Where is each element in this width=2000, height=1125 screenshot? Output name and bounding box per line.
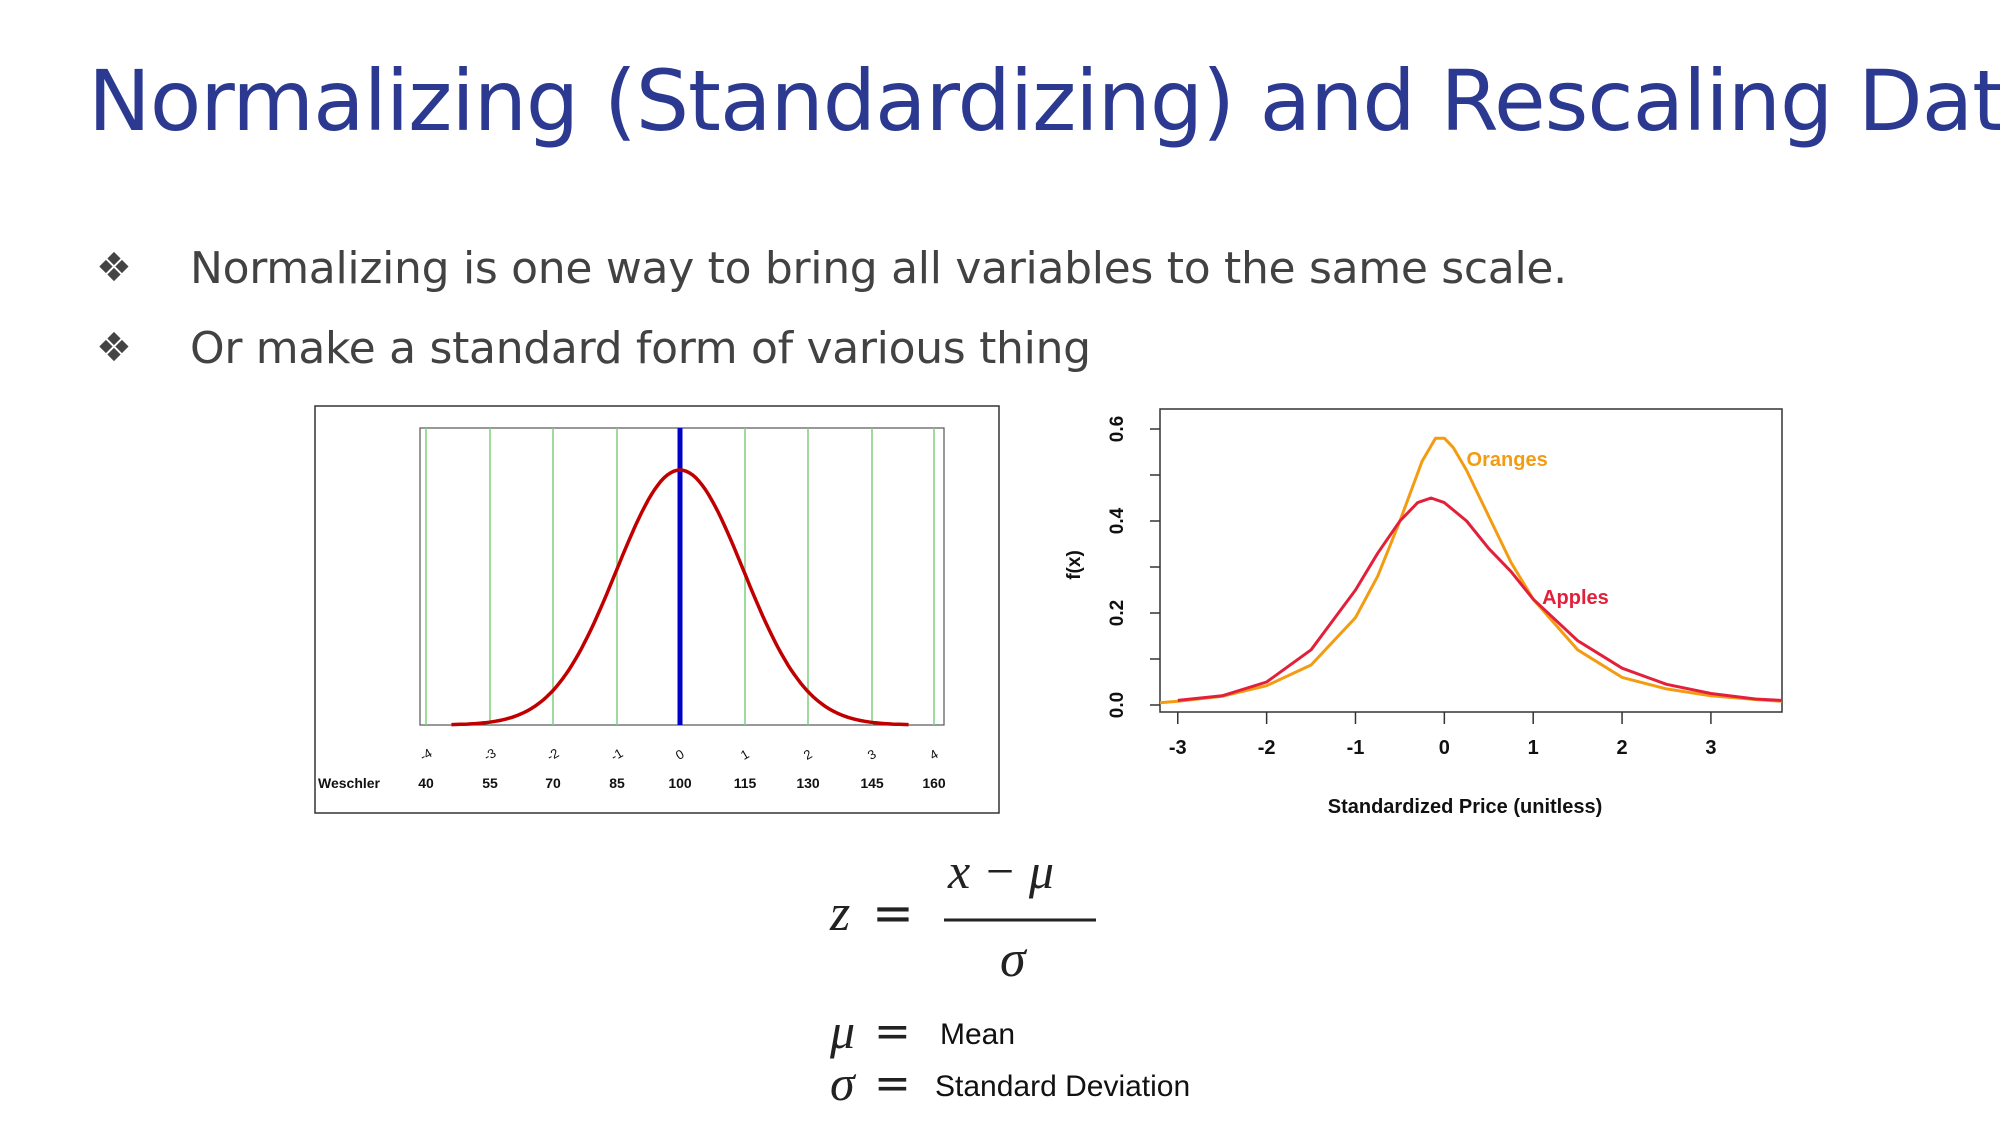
y-tick-label: 0.4 [1107, 507, 1128, 534]
x-tick-label: 55 [482, 775, 498, 791]
x-tick-label: 160 [922, 775, 946, 791]
mean-symbol: μ [829, 1003, 855, 1059]
diamond-bullet-icon: ❖ [96, 245, 132, 291]
series-label-apples: Apples [1542, 587, 1609, 609]
x-tick-label: 115 [734, 775, 757, 791]
y-tick-label: 0.6 [1107, 416, 1128, 442]
x-tick-label: 70 [545, 775, 561, 791]
series-label-oranges: Oranges [1467, 449, 1548, 471]
bullet-text: Normalizing is one way to bring all vari… [190, 242, 1567, 294]
sigma-equals: = [874, 1058, 911, 1109]
bullet-text: Or make a standard form of various thing [190, 322, 1091, 374]
sigma-symbol: σ [830, 1055, 857, 1111]
bullet-item: ❖ Normalizing is one way to bring all va… [96, 228, 1567, 308]
x-tick-labels: 40 55 70 85 100 115 130 145 160 [418, 775, 946, 791]
series-line-oranges [1159, 436, 1783, 705]
x-axis-label: Standardized Price (unitless) [1328, 796, 1603, 818]
normal-curve [451, 468, 909, 727]
x-tick-label: 1 [1528, 737, 1539, 759]
diamond-bullet-icon: ❖ [96, 325, 132, 371]
price-density-chart: -3 -2 -1 0 1 2 3 0.0 0.2 0.4 0.6 Oranges Apples Sta… [1064, 408, 1783, 818]
normal-curve-chart: -4 -3 -2 -1 0 1 2 3 4 Weschler 40 55 70 85 100 115 130… [314, 405, 1000, 814]
series-labels: Oranges Apples [1467, 449, 1609, 609]
y-tick-label: 0.2 [1107, 600, 1128, 626]
z-score-formula: z = x − μ σ μ = Mean σ = Standard Deviat… [829, 850, 1190, 1111]
x-tick-label: 2 [1616, 737, 1627, 759]
bullet-list: ❖ Normalizing is one way to bring all va… [96, 228, 1567, 388]
x-tick-label: -2 [1258, 737, 1276, 759]
x-tick-label: 130 [796, 775, 820, 791]
bullet-item: ❖ Or make a standard form of various thi… [96, 308, 1567, 388]
x-tick-label: -1 [1347, 737, 1365, 759]
mean-label: Mean [940, 1018, 1015, 1051]
x-tick-label: 145 [860, 775, 884, 791]
formula-denominator: σ [1000, 931, 1028, 988]
formula-lhs: z [829, 885, 850, 942]
series-lines [1159, 436, 1783, 705]
x-tick-label: 0 [1439, 737, 1450, 759]
chart-border [314, 405, 1000, 814]
formula-equals: = [872, 884, 914, 942]
plot-frame [1159, 408, 1783, 713]
sigma-label: Standard Deviation [935, 1070, 1190, 1103]
x-tick-label: 100 [668, 775, 692, 791]
formula-numerator: x − μ [947, 850, 1054, 899]
axes: -3 -2 -1 0 1 2 3 0.0 0.2 0.4 0.6 [1107, 416, 1716, 759]
x-tick-label: 3 [1705, 737, 1716, 759]
x-tick-label: -3 [1169, 737, 1187, 759]
series-line-apples [1177, 496, 1783, 702]
slide-title: Normalizing (Standardizing) and Rescalin… [88, 52, 2000, 150]
y-axis-label: f(x) [1064, 550, 1085, 580]
row-label: Weschler [318, 775, 381, 791]
x-tick-label: 85 [609, 775, 625, 791]
y-tick-label: 0.0 [1107, 692, 1128, 718]
mean-equals: = [874, 1006, 911, 1057]
x-tick-label: 40 [418, 775, 434, 791]
